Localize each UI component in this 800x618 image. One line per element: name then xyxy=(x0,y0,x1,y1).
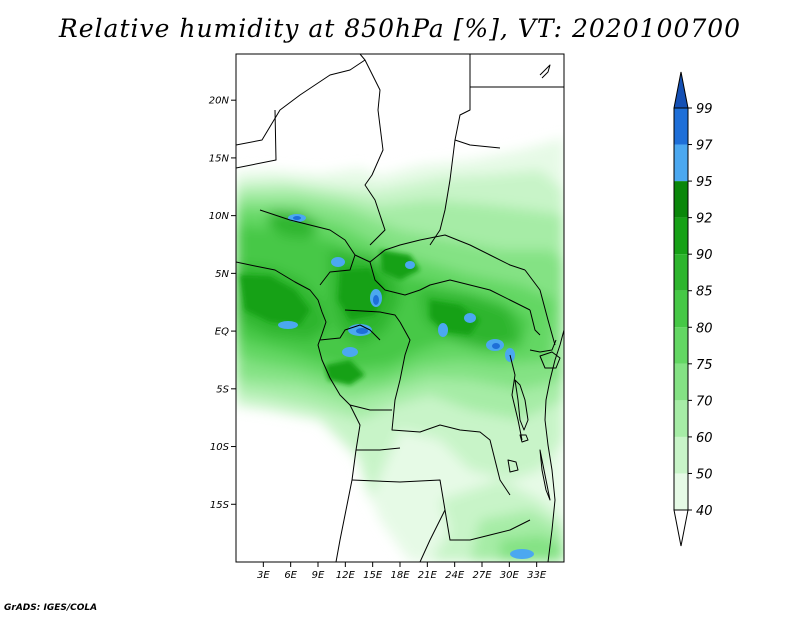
rh-band-92 xyxy=(240,275,310,325)
lake-outline xyxy=(519,434,529,443)
country-border xyxy=(236,109,277,169)
rh-band-97 xyxy=(293,216,500,349)
rh-band-92 xyxy=(325,360,365,385)
lat-tick-label: 10S xyxy=(210,442,230,453)
lon-tick-label: 6E xyxy=(284,570,297,581)
colorbar-level-label: 75 xyxy=(696,358,713,373)
country-border xyxy=(419,509,446,562)
lon-tick-label: 27E xyxy=(472,570,492,581)
colorbar-swatch xyxy=(674,181,688,218)
lake-outline xyxy=(507,459,519,473)
country-border xyxy=(319,324,381,341)
colorbar-swatch xyxy=(674,400,688,437)
colorbar-level-label: 99 xyxy=(696,102,713,117)
colorbar-max-arrow xyxy=(673,71,689,109)
colorbar-min-arrow xyxy=(673,509,689,547)
longitude-axis: 3E 6E 9E 12E 15E 18E 21E 24E 27E 30E 33E xyxy=(257,562,547,581)
lon-tick-label: 3E xyxy=(257,570,270,581)
colorbar-level-label: 90 xyxy=(696,248,713,263)
lake-outline xyxy=(539,351,561,369)
colorbar-level-label: 70 xyxy=(696,394,713,409)
colorbar-swatch xyxy=(674,108,688,145)
lake-outline xyxy=(539,449,551,501)
country-border xyxy=(351,479,531,541)
coastline xyxy=(236,261,361,562)
latitude-axis: 20N 15N 10N 5N EQ 5S 10S 15S xyxy=(209,96,236,511)
country-border xyxy=(236,54,366,146)
humidity-field xyxy=(236,138,564,562)
rh-band-92 xyxy=(380,250,420,280)
colorbar-swatch xyxy=(674,144,688,182)
lat-tick-label: EQ xyxy=(215,327,229,338)
colorbar-swatch xyxy=(674,363,688,401)
country-border xyxy=(344,309,401,323)
colorbar-level-label: 50 xyxy=(696,467,713,482)
country-border xyxy=(364,59,386,246)
rh-band-92 xyxy=(338,268,385,320)
lon-tick-label: 24E xyxy=(445,570,465,581)
colorbar-swatch xyxy=(674,217,688,255)
colorbar: 40 50 60 70 75 80 85 90 92 95 97 99 xyxy=(673,71,713,547)
colorbar-level-label: 92 xyxy=(696,212,713,227)
country-border xyxy=(369,261,531,311)
colorbar-level-label: 97 xyxy=(696,139,713,154)
lon-tick-label: 21E xyxy=(418,570,438,581)
lon-tick-label: 18E xyxy=(390,570,410,581)
country-border xyxy=(529,339,557,353)
lon-tick-label: 12E xyxy=(336,570,356,581)
lat-tick-label: 15S xyxy=(210,500,230,511)
country-borders xyxy=(236,54,564,562)
lat-tick-label: 15N xyxy=(209,153,230,164)
colorbar-level-label: 85 xyxy=(696,285,713,300)
lon-tick-label: 33E xyxy=(527,570,547,581)
lon-tick-label: 15E xyxy=(363,570,383,581)
country-border xyxy=(429,54,471,246)
colorbar-swatch xyxy=(674,473,688,510)
lon-tick-label: 30E xyxy=(500,570,520,581)
country-border xyxy=(529,309,541,336)
coastline xyxy=(539,64,551,79)
lake-outline xyxy=(514,379,529,431)
lat-tick-label: 10N xyxy=(209,211,230,222)
lat-tick-label: 5S xyxy=(216,384,229,395)
lat-tick-label: 5N xyxy=(215,269,229,280)
country-border xyxy=(354,234,526,271)
colorbar-swatch xyxy=(674,436,688,474)
colorbar-level-label: 80 xyxy=(696,321,713,336)
lon-tick-label: 9E xyxy=(312,570,325,581)
country-border xyxy=(454,139,501,149)
colorbar-level-label: 95 xyxy=(696,175,713,190)
credit-label: GrADS: IGES/COLA xyxy=(4,603,98,613)
country-border xyxy=(349,404,392,411)
colorbar-swatch xyxy=(674,254,688,291)
country-border xyxy=(524,269,556,346)
country-border xyxy=(391,321,511,496)
country-border xyxy=(259,209,356,286)
colorbar-swatch xyxy=(674,327,688,364)
colorbar-level-label: 40 xyxy=(696,504,713,519)
lat-tick-label: 20N xyxy=(209,96,230,107)
map-title: Relative humidity at 850hPa [%], VT: 202… xyxy=(58,14,742,43)
colorbar-level-label: 60 xyxy=(696,431,713,446)
colorbar-swatch xyxy=(674,290,688,328)
colorbar-frame xyxy=(673,107,689,511)
country-border xyxy=(509,354,523,441)
country-border xyxy=(356,447,401,451)
